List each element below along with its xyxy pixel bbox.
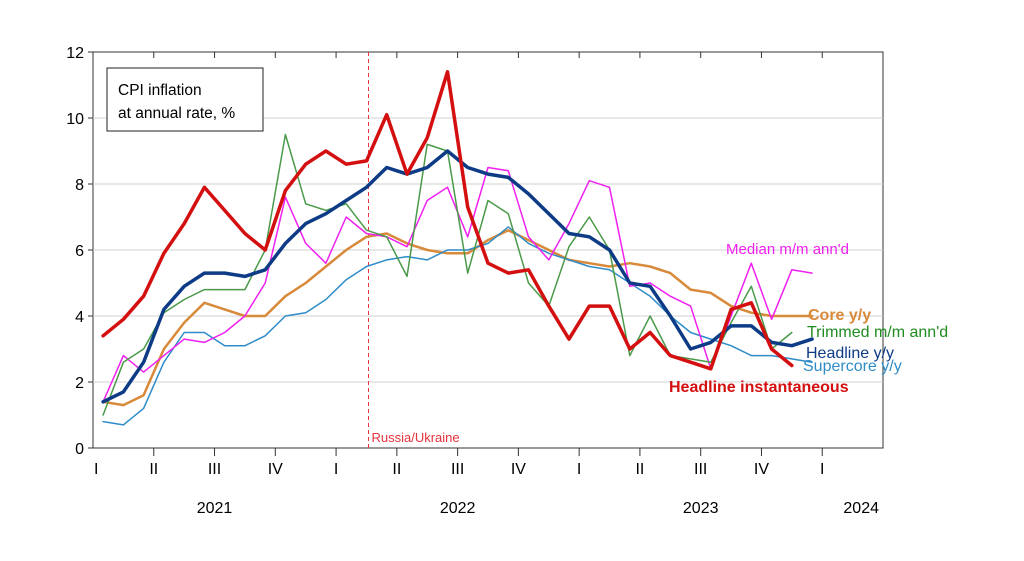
x-quarter-label: I	[94, 461, 98, 478]
x-quarter-label: II	[149, 461, 158, 478]
y-tick-label: 0	[75, 441, 84, 458]
inset-box	[106, 67, 264, 132]
x-quarter-label: II	[392, 461, 401, 478]
y-tick-label: 6	[75, 243, 84, 260]
x-quarter-label: III	[451, 461, 464, 478]
inset-line-2: at annual rate, %	[118, 105, 235, 122]
x-year-label: 2022	[440, 500, 476, 517]
y-tick-label: 8	[75, 177, 84, 194]
x-quarter-label: I	[577, 461, 581, 478]
x-quarter-label: IV	[754, 461, 769, 478]
x-quarter-label: IV	[511, 461, 526, 478]
x-quarter-label: III	[694, 461, 707, 478]
x-year-label: 2021	[197, 500, 233, 517]
inset-label-box: CPI inflation at annual rate, %	[106, 67, 264, 132]
y-tick-label: 2	[75, 375, 84, 392]
series-label-core-y-y: Core y/y	[808, 307, 871, 324]
y-tick-label: 10	[66, 111, 84, 128]
series-label-supercore-y-y: Supercore y/y	[803, 358, 902, 375]
x-quarter-label: II	[635, 461, 644, 478]
x-quarter-label: IV	[268, 461, 283, 478]
y-axis: 0 2 4 6 8 10 12	[66, 45, 93, 458]
series-labels: Headline instantaneous Headline y/y Core y…	[669, 241, 948, 396]
y-tick-label: 4	[75, 309, 84, 326]
series-lines	[101, 70, 814, 426]
series-label-median-m-m-ann-d: Median m/m ann'd	[726, 241, 849, 258]
series-label-trimmed-m-m-ann-d: Trimmed m/m ann'd	[807, 324, 948, 341]
x-year-label: 2024	[843, 500, 879, 517]
x-quarter-label: I	[334, 461, 338, 478]
x-quarter-label: I	[820, 461, 824, 478]
series-line-core-y-y	[101, 228, 814, 407]
series-line-supercore-y-y	[102, 226, 813, 426]
y-tick-label: 12	[66, 45, 84, 62]
inset-line-1: CPI inflation	[118, 82, 202, 99]
annotations: Russia/Ukraine	[367, 52, 460, 448]
series-line-headline-y-y	[101, 149, 814, 404]
series-label-headline-instantaneous: Headline instantaneous	[669, 379, 849, 396]
x-quarter-label: III	[208, 461, 221, 478]
event-marker-label: Russia/Ukraine	[371, 430, 459, 445]
x-year-label: 2023	[683, 500, 719, 517]
series-label-headline-y-y: Headline y/y	[806, 345, 894, 362]
series-line-headline-instantaneous	[101, 70, 794, 371]
